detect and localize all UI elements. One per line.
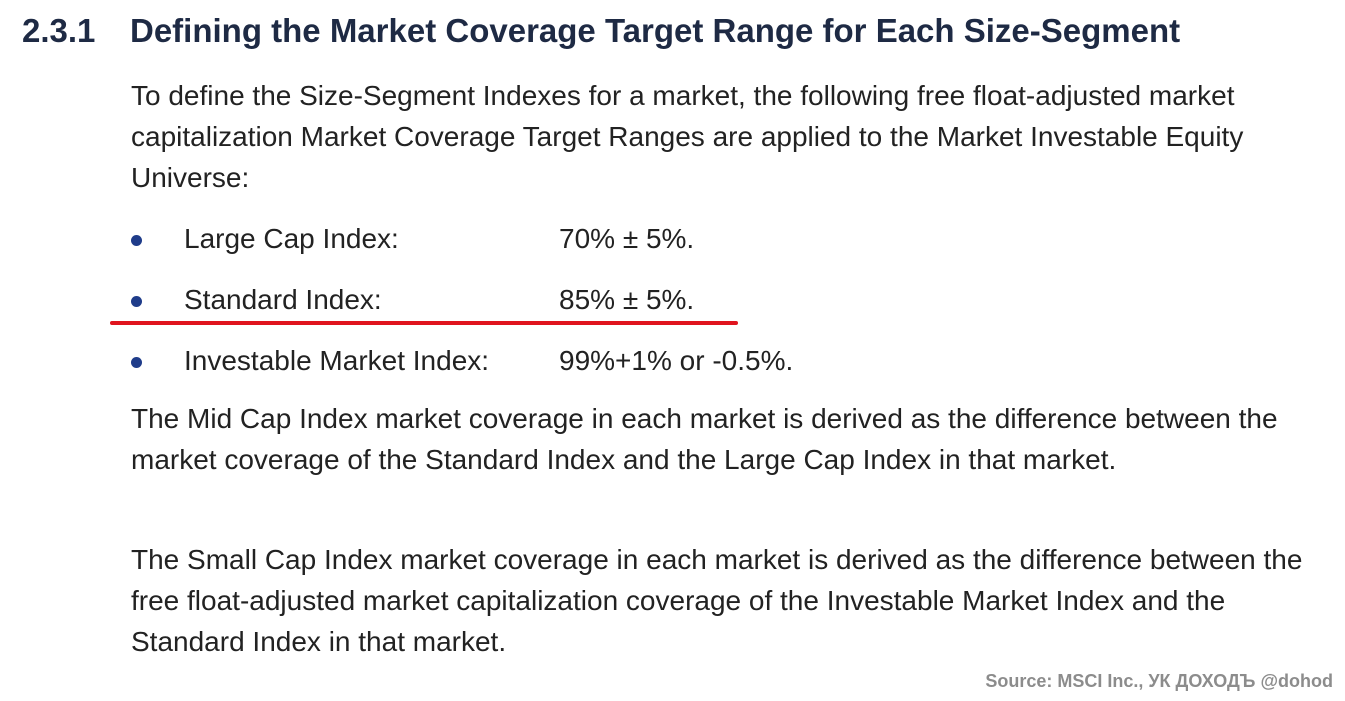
standard-value: 85% ± 5%.: [559, 284, 695, 315]
list-item-large-cap: Large Cap Index: 70% ± 5%.: [131, 218, 793, 279]
intro-paragraph: To define the Size-Segment Indexes for a…: [131, 80, 1244, 193]
source-credit: Source: MSCI Inc., УК ДОХОДЪ @dohod: [985, 671, 1333, 691]
large-cap-value: 70% ± 5%.: [559, 223, 695, 254]
bullet-icon: [131, 357, 142, 368]
highlight-underline: [110, 321, 738, 325]
coverage-range-list: Large Cap Index: 70% ± 5%. Standard Inde…: [131, 218, 793, 401]
section-number: 2.3.1: [22, 12, 96, 49]
large-cap-label: Large Cap Index:: [184, 223, 399, 254]
list-item-investable-market: Investable Market Index: 99%+1% or -0.5%…: [131, 340, 793, 401]
small-cap-paragraph: The Small Cap Index market coverage in e…: [131, 544, 1303, 657]
investable-market-value: 99%+1% or -0.5%.: [559, 345, 794, 376]
standard-label: Standard Index:: [184, 284, 382, 315]
list-item-standard: Standard Index: 85% ± 5%.: [131, 279, 793, 340]
mid-cap-paragraph: The Mid Cap Index market coverage in eac…: [131, 403, 1278, 475]
bullet-icon: [131, 235, 142, 246]
section-title: Defining the Market Coverage Target Rang…: [130, 12, 1181, 49]
bullet-icon: [131, 296, 142, 307]
investable-market-label: Investable Market Index:: [184, 345, 490, 376]
section-heading: 2.3.1 Defining the Market Coverage Target…: [22, 12, 1180, 50]
